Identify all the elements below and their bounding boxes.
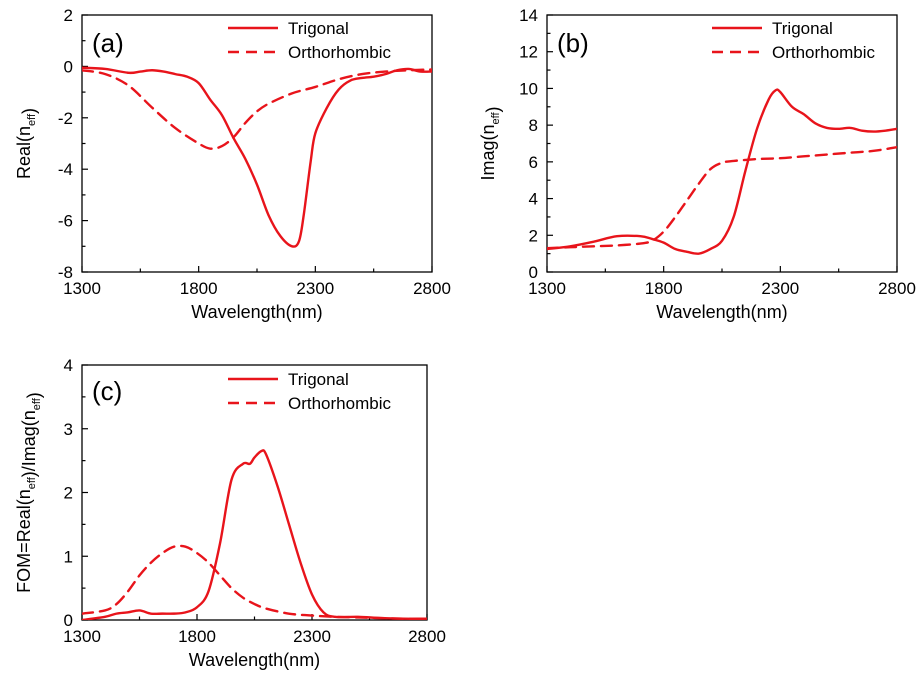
x-tick-label: 1800 xyxy=(180,279,218,298)
y-tick-label: 2 xyxy=(64,484,73,503)
y-title-subscript: eff xyxy=(31,397,43,410)
y-axis-title: Imag(neff) xyxy=(478,106,503,180)
chart-panel-c: 1300 1800 2300 2800 0 1 2 3 4 Wavelength(nm) FOM=R… xyxy=(14,356,446,670)
y-title-segment: )/Imag(n xyxy=(19,410,39,477)
panel-label: (b) xyxy=(557,28,589,58)
legend-label-trigonal: Trigonal xyxy=(288,19,349,38)
y-tick-label: 0 xyxy=(64,57,73,76)
x-axis-title: Wavelength(nm) xyxy=(191,302,322,322)
y-tick-label: -6 xyxy=(58,212,73,231)
y-tick-label: 3 xyxy=(64,420,73,439)
y-tick-label: -8 xyxy=(58,263,73,282)
series-line-orthorhombic xyxy=(82,544,427,620)
series-line-orthorhombic xyxy=(547,145,897,250)
x-tick-label: 2300 xyxy=(296,279,334,298)
y-tick-label: -2 xyxy=(58,109,73,128)
x-tick-label: 2300 xyxy=(761,279,799,298)
legend-label-trigonal: Trigonal xyxy=(772,19,833,38)
y-tick-label: 1 xyxy=(64,547,73,566)
chart-panel-b: 1300 1800 2300 2800 0 2 4 6 8 10 12 14 Wavelength(nm… xyxy=(478,6,916,322)
x-tick-label: 1300 xyxy=(63,627,101,646)
panel-label: (a) xyxy=(92,28,124,58)
x-tick-label: 2300 xyxy=(293,627,331,646)
y-tick-label: 0 xyxy=(529,263,538,282)
y-title-subscript: eff xyxy=(26,476,38,489)
x-tick-label: 2800 xyxy=(878,279,916,298)
legend-label-trigonal: Trigonal xyxy=(288,370,349,389)
y-axis-title: Real(neff) xyxy=(14,108,39,179)
legend-label-orthorhombic: Orthorhombic xyxy=(288,394,391,413)
x-tick-label: 2800 xyxy=(413,279,451,298)
y-tick-label: 8 xyxy=(529,116,538,135)
y-title-segment: ) xyxy=(24,392,44,398)
series-line-trigonal xyxy=(82,449,427,620)
legend-label-orthorhombic: Orthorhombic xyxy=(288,43,391,62)
y-title-subscript: eff xyxy=(26,113,38,126)
y-tick-label: 10 xyxy=(519,79,538,98)
chart-panel-a: 1300 1800 2300 2800 -8 -6 -4 -2 0 2 Wavelength(nm)… xyxy=(14,6,451,322)
y-title-segment: ) xyxy=(483,106,503,112)
y-tick-label: 2 xyxy=(64,6,73,25)
x-tick-label: 1800 xyxy=(178,627,216,646)
y-tick-label: 0 xyxy=(64,611,73,630)
x-axis-title: Wavelength(nm) xyxy=(656,302,787,322)
legend-label-orthorhombic: Orthorhombic xyxy=(772,43,875,62)
x-tick-label: 1300 xyxy=(63,279,101,298)
series-line-trigonal xyxy=(82,66,432,248)
y-tick-label: 2 xyxy=(529,226,538,245)
y-title-segment: Imag(n xyxy=(478,125,498,181)
y-tick-label: 4 xyxy=(64,356,73,375)
y-tick-label: 14 xyxy=(519,6,538,25)
y-title-segment: FOM=Real(n xyxy=(14,489,34,593)
x-tick-label: 1800 xyxy=(645,279,683,298)
x-tick-label: 1300 xyxy=(528,279,566,298)
y-tick-label: -4 xyxy=(58,160,73,179)
y-title-segment: Real(n xyxy=(14,126,34,179)
y-tick-label: 12 xyxy=(519,43,538,62)
panel-label: (c) xyxy=(92,376,122,406)
y-tick-label: 6 xyxy=(529,153,538,172)
x-tick-label: 2800 xyxy=(408,627,446,646)
x-axis-title: Wavelength(nm) xyxy=(189,650,320,670)
y-axis-title: FOM=Real(neff)/Imag(neff) xyxy=(14,392,44,593)
series-line-orthorhombic xyxy=(82,68,432,150)
y-title-subscript: eff xyxy=(490,112,502,125)
y-title-segment: ) xyxy=(19,108,39,114)
series-line-trigonal xyxy=(547,88,897,255)
y-tick-label: 4 xyxy=(529,190,538,209)
